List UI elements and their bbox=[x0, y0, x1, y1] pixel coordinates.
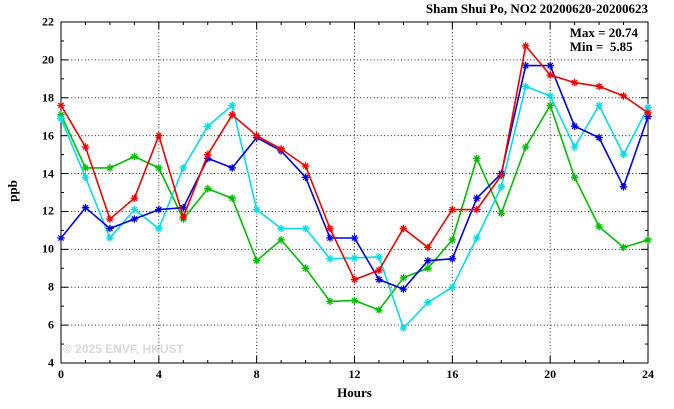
y-tick-label: 8 bbox=[48, 279, 54, 294]
y-tick-label: 18 bbox=[42, 90, 54, 105]
y-tick-label: 16 bbox=[42, 128, 54, 143]
y-tick-label: 22 bbox=[42, 14, 54, 29]
x-tick-label: 0 bbox=[58, 367, 64, 381]
y-tick-label: 4 bbox=[48, 355, 54, 370]
y-tick-label: 10 bbox=[42, 241, 54, 256]
y-tick-label: 14 bbox=[42, 166, 54, 181]
x-tick-label: 8 bbox=[253, 367, 260, 381]
x-tick-label: 4 bbox=[155, 367, 162, 381]
y-tick-label: 6 bbox=[48, 317, 54, 332]
max-value-label: Max = 20.74 bbox=[569, 25, 638, 40]
x-tick-label: 24 bbox=[642, 367, 654, 381]
x-tick-label: 20 bbox=[544, 367, 557, 381]
chart-title: Sham Shui Po, NO2 20200620-20200623 bbox=[425, 1, 648, 16]
y-tick-label: 20 bbox=[42, 52, 54, 67]
x-tick-label: 12 bbox=[348, 367, 361, 381]
series-red-markers bbox=[57, 42, 652, 284]
series-cyan-line bbox=[60, 85, 649, 329]
x-tick-label: 16 bbox=[446, 367, 459, 381]
series-red-line bbox=[60, 45, 649, 281]
y-tick-label: 12 bbox=[42, 203, 54, 218]
max-min-annotation: Max = 20.74 Min = 5.85 bbox=[570, 26, 638, 54]
watermark: © 2025 ENVF, HKUST bbox=[63, 342, 184, 356]
min-value-label: Min = 5.85 bbox=[569, 39, 633, 54]
x-axis-title: Hours bbox=[337, 385, 372, 400]
series-cyan-markers bbox=[57, 82, 652, 332]
